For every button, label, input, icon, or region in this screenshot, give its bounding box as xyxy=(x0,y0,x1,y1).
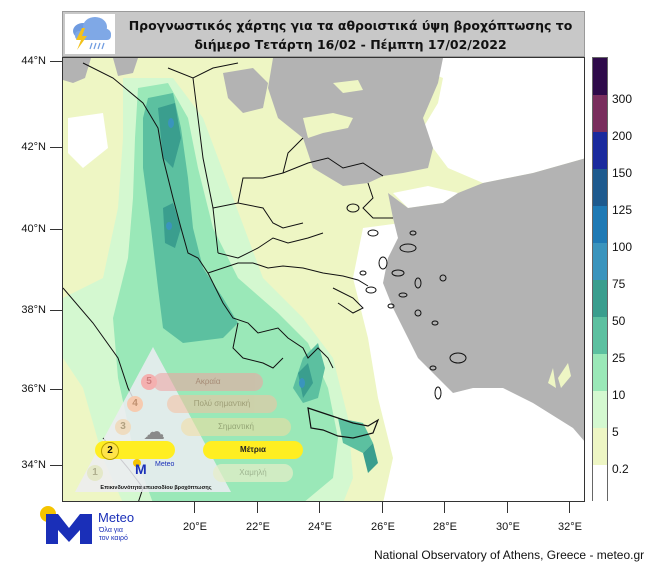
title-line-2: διήμερο Τετάρτη 16/02 - Πέμπτη 17/02/202… xyxy=(194,37,507,52)
lat-tick-44: 44°N xyxy=(0,55,62,73)
cb-seg-200-300 xyxy=(593,95,607,132)
severity-level-2-active: Μέτρια xyxy=(203,441,303,459)
thunderstorm-rain-icon xyxy=(73,17,111,50)
lat-tick-36: 36°N xyxy=(0,383,62,401)
map-title-box: Προγνωστικός χάρτης για τα αθροιστικά ύψ… xyxy=(62,11,585,57)
level-1-badge: 1 xyxy=(87,465,103,481)
severity-caption: Επικινδυνότητα επεισοδίου βροχόπτωσης xyxy=(100,485,212,491)
map-canvas xyxy=(63,58,584,501)
cb-seg-below-0.2 xyxy=(593,465,607,502)
logo-brand-text: Meteo xyxy=(98,510,135,525)
lon-tick-32: 32°E xyxy=(550,502,590,533)
level-5-badge: 5 xyxy=(141,374,157,390)
severity-level-1: Χαμηλή xyxy=(213,464,293,482)
lon-tick-30: 30°E xyxy=(488,502,528,533)
level-2-badge: 2 xyxy=(101,442,119,460)
lon-tick-28: 28°E xyxy=(425,502,465,533)
precipitation-colorbar xyxy=(592,57,608,502)
lon-tick-20: 20°E xyxy=(175,502,215,533)
cb-seg-50-75 xyxy=(593,280,607,317)
cb-label-50: 50 xyxy=(612,314,626,328)
cb-seg-75-100 xyxy=(593,243,607,280)
cb-seg-300plus xyxy=(593,58,607,95)
precipitation-map[interactable]: Ακραία Πολύ σημαντική Σημαντική Μέτρια Χ… xyxy=(62,57,585,502)
cb-seg-5-10 xyxy=(593,391,607,428)
severity-level-5: Ακραία xyxy=(153,373,263,391)
cb-seg-0.2-5 xyxy=(593,428,607,465)
level-3-badge: 3 xyxy=(115,419,131,435)
title-icon-container xyxy=(65,14,115,54)
lat-tick-40: 40°N xyxy=(0,223,62,241)
cb-label-100: 100 xyxy=(612,240,633,254)
cb-label-10: 10 xyxy=(612,388,626,402)
title-line-1: Προγνωστικός χάρτης για τα αθροιστικά ύψ… xyxy=(128,18,573,33)
severity-level-4: Πολύ σημαντική xyxy=(167,395,277,413)
level-4-badge: 4 xyxy=(127,396,143,412)
cb-label-0.2: 0.2 xyxy=(612,462,629,476)
cb-label-5: 5 xyxy=(612,425,619,439)
cb-seg-100-125 xyxy=(593,206,607,243)
logo-tagline: Όλα για τον καιρό xyxy=(99,527,128,542)
lat-tick-34: 34°N xyxy=(0,459,62,477)
logo-m-icon xyxy=(46,514,92,544)
lat-tick-42: 42°N xyxy=(0,141,62,159)
mini-logo-m-icon: M xyxy=(135,461,147,477)
cb-label-300: 300 xyxy=(612,92,633,106)
mini-logo-brand: Meteo xyxy=(155,461,175,468)
severity-legend: Ακραία Πολύ σημαντική Σημαντική Μέτρια Χ… xyxy=(63,347,303,497)
cb-seg-25-50 xyxy=(593,317,607,354)
footer-credit: National Observatory of Athens, Greece -… xyxy=(374,548,645,562)
meteo-logo[interactable]: Meteo Όλα για τον καιρό xyxy=(38,506,148,546)
lon-tick-26: 26°E xyxy=(363,502,403,533)
lat-tick-38: 38°N xyxy=(0,304,62,322)
cb-label-125: 125 xyxy=(612,203,633,217)
lon-tick-24: 24°E xyxy=(300,502,340,533)
cb-label-25: 25 xyxy=(612,351,626,365)
cb-label-200: 200 xyxy=(612,129,633,143)
mini-logo-sun-icon xyxy=(133,459,141,467)
cb-label-75: 75 xyxy=(612,277,626,291)
rain-cloud-icon: ☁ xyxy=(143,419,165,444)
cb-seg-125-150 xyxy=(593,169,607,206)
severity-level-3: Σημαντική xyxy=(181,418,291,436)
cb-seg-10-25 xyxy=(593,354,607,391)
map-title: Προγνωστικός χάρτης για τα αθροιστικά ύψ… xyxy=(121,16,580,54)
cb-seg-150-200 xyxy=(593,132,607,169)
cb-label-150: 150 xyxy=(612,166,633,180)
lon-tick-22: 22°E xyxy=(238,502,278,533)
